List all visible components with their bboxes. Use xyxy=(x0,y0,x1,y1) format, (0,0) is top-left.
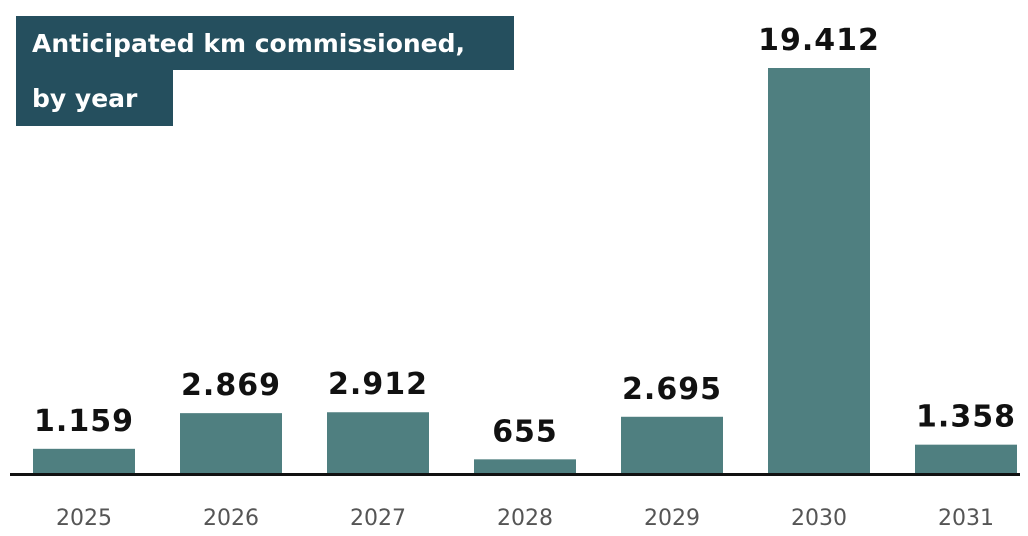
category-label-2028: 2028 xyxy=(497,506,553,531)
value-label-2028: 655 xyxy=(492,414,558,449)
value-labels-group: 1.159 2.869 2.912 655 2.695 19.412 1.358 xyxy=(34,23,1016,449)
category-labels-group: 2025 2026 2027 2028 2029 2030 2031 xyxy=(56,506,994,531)
bar-2026 xyxy=(180,413,282,473)
value-label-2029: 2.695 xyxy=(622,372,722,407)
value-label-2027: 2.912 xyxy=(328,367,428,402)
bar-2025 xyxy=(33,448,135,473)
chart-subtitle-text: by year xyxy=(32,84,138,113)
bar-2027 xyxy=(327,412,429,473)
chart-title: Anticipated km commissioned, xyxy=(16,16,514,70)
bar-2029 xyxy=(621,416,723,473)
category-label-2027: 2027 xyxy=(350,506,406,531)
value-label-2031: 1.358 xyxy=(916,400,1016,435)
bar-2030 xyxy=(768,68,870,473)
bars-group xyxy=(33,68,1017,473)
category-label-2029: 2029 xyxy=(644,506,700,531)
value-label-2025: 1.159 xyxy=(34,404,134,439)
value-label-2026: 2.869 xyxy=(181,368,281,403)
bar-2031 xyxy=(915,444,1017,473)
chart-subtitle: by year xyxy=(16,70,173,126)
value-label-2030: 19.412 xyxy=(758,23,880,58)
category-label-2030: 2030 xyxy=(791,506,847,531)
category-label-2026: 2026 xyxy=(203,506,259,531)
category-label-2031: 2031 xyxy=(938,506,994,531)
chart-title-text: Anticipated km commissioned, xyxy=(32,29,466,58)
bar-2028 xyxy=(474,459,576,473)
category-label-2025: 2025 xyxy=(56,506,112,531)
